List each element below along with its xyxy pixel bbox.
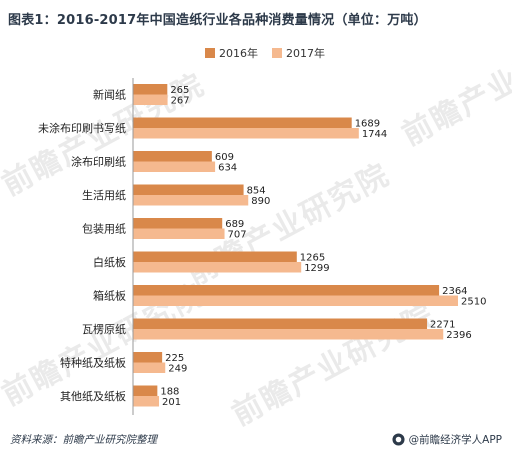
legend-swatch-2017 [272, 48, 282, 58]
category-label: 其他纸及纸板 [60, 389, 126, 403]
bar-2016 [133, 251, 297, 262]
data-label: 890 [251, 196, 270, 207]
data-label: 265 [170, 85, 189, 96]
data-label: 689 [225, 219, 244, 230]
bar-2017 [133, 262, 302, 273]
data-label: 609 [215, 152, 234, 163]
category-label: 特种纸及纸板 [60, 356, 126, 370]
category-label: 包装用纸 [82, 223, 126, 236]
category-label: 生活用纸 [82, 188, 126, 202]
data-label: 225 [165, 353, 184, 364]
chart-title: 图表1：2016-2017年中国造纸行业各品种消费量情况（单位：万吨） [8, 13, 427, 28]
bar-2016 [133, 318, 428, 329]
category-label: 白纸板 [93, 255, 126, 269]
bar-2016 [133, 285, 440, 296]
app-logo-icon [392, 433, 405, 446]
bar-2017 [133, 329, 444, 340]
bar-2017 [133, 228, 225, 239]
bar-2017 [133, 295, 458, 306]
category-label: 箱纸板 [93, 289, 126, 303]
bar-2016 [133, 385, 158, 396]
data-label: 249 [168, 364, 187, 375]
data-label: 267 [171, 96, 190, 107]
data-label: 1744 [362, 129, 387, 140]
data-label: 854 [247, 186, 266, 197]
data-label: 1689 [355, 119, 380, 130]
bar-2016 [133, 151, 212, 162]
bar-2016 [133, 117, 352, 128]
chart-legend: 2016年 2017年 [205, 46, 339, 60]
bar-2017 [133, 195, 249, 206]
legend-label-2017: 2017年 [286, 47, 325, 60]
app-credit-label: @前瞻经济学人APP [408, 434, 502, 446]
bar-2017 [133, 94, 168, 105]
data-label: 2271 [430, 320, 455, 331]
legend-swatch-2016 [205, 48, 215, 58]
bar-2017 [133, 161, 216, 172]
bar-2017 [133, 128, 359, 139]
category-label: 瓦楞原纸 [82, 322, 126, 336]
data-label: 1299 [304, 263, 329, 274]
data-label: 2364 [442, 286, 467, 297]
data-label: 201 [162, 397, 181, 408]
category-label: 涂布印刷纸 [71, 155, 126, 169]
bar-2017 [133, 396, 160, 407]
app-credit: @前瞻经济学人APP [392, 432, 502, 447]
data-label: 2396 [446, 330, 471, 341]
legend-label-2016: 2016年 [219, 47, 258, 60]
category-label: 新闻纸 [93, 88, 126, 102]
bar-2016 [133, 352, 163, 363]
bar-2017 [133, 362, 166, 373]
bar-2016 [133, 184, 244, 195]
source-note: 资料来源：前瞻产业研究院整理 [10, 434, 157, 446]
data-label: 2510 [461, 297, 486, 308]
data-label: 634 [218, 163, 237, 174]
bar-2016 [133, 218, 223, 229]
category-label: 未涂布印刷书写纸 [38, 121, 126, 135]
legend-item-2016: 2016年 [205, 45, 258, 61]
legend-item-2017: 2017年 [272, 45, 325, 61]
data-label: 188 [160, 387, 179, 398]
data-label: 707 [228, 230, 247, 241]
data-label: 1265 [300, 253, 325, 264]
bar-2016 [133, 84, 168, 95]
